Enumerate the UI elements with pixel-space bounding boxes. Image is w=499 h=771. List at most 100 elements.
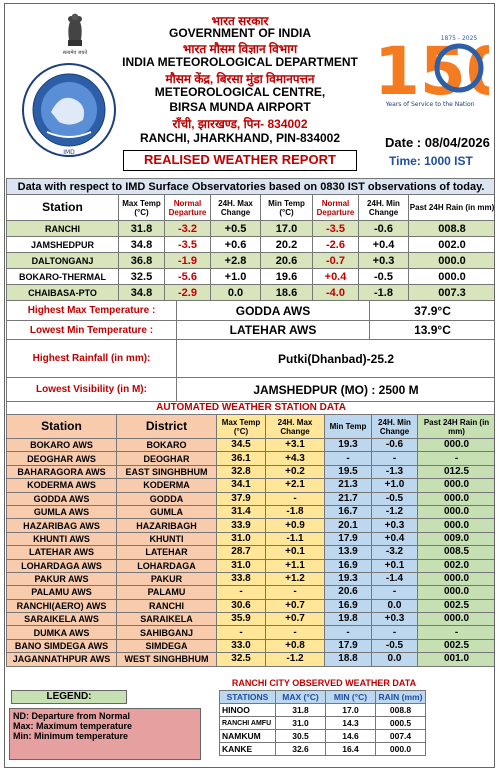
- aws-district: LATEHAR: [116, 545, 217, 560]
- aws-col-header-station: Station: [6, 414, 117, 439]
- aws-max-temp: 32.5: [216, 652, 266, 667]
- col-header-max-temp: Max Temp (°C): [118, 194, 165, 221]
- lowest-visibility-label: Lowest Visibility (in M):: [6, 377, 177, 402]
- svg-text:IMD: IMD: [63, 149, 75, 156]
- aws-min-change: +0.4: [371, 531, 418, 547]
- aws-max-temp: 37.9: [216, 491, 266, 506]
- aws-max-temp: 31.0: [216, 558, 266, 573]
- aws-station: KODERMA AWS: [6, 478, 117, 493]
- aws-max-change: +3.1: [265, 437, 325, 453]
- max-change: +1.0: [210, 268, 261, 285]
- city-rain: 000.0: [375, 742, 426, 756]
- table-row: LOHARDAGA AWS LOHARDAGA 31.0 +1.1 16.9 +0.1 00…: [6, 558, 494, 573]
- aws-district: LOHARDAGA: [116, 558, 217, 573]
- aws-max-change: +0.8: [265, 638, 325, 654]
- city-min: 14.3: [325, 716, 376, 730]
- highest-rain-value: Putki(Dhanbad)-25.2: [176, 339, 494, 378]
- table-row: KANKE 32.6 16.4 000.0: [219, 742, 426, 756]
- min-temp: 20.2: [260, 236, 313, 253]
- aws-station: KHUNTI AWS: [6, 531, 117, 547]
- emblem-caption: सत्यमेव जयते: [63, 49, 88, 56]
- aws-max-temp: 32.8: [216, 464, 266, 480]
- aws-rain: 000.0: [416, 478, 494, 493]
- city-station: KANKE: [219, 742, 276, 756]
- aws-min-temp: -: [324, 625, 372, 640]
- min-change: -1.8: [358, 284, 409, 301]
- city-max: 31.0: [275, 716, 326, 730]
- national-emblem-icon: सत्यमेव जयते: [63, 13, 88, 56]
- aws-min-change: -: [371, 625, 418, 640]
- aws-max-change: +1.2: [265, 571, 325, 587]
- city-max: 32.6: [275, 742, 326, 756]
- highest-max-label: Highest Max Temperature :: [6, 300, 177, 321]
- min-change: +0.4: [358, 236, 409, 253]
- lowest-visibility-value: JAMSHEDPUR (MO) : 2500 M: [176, 377, 494, 402]
- min-change: -0.6: [358, 220, 409, 237]
- aws-district: SAHIBGANJ: [116, 625, 217, 640]
- aws-min-temp: 13.9: [324, 545, 372, 560]
- extremes-table: Highest Max Temperature : GODDA AWS 37.9…: [6, 300, 494, 402]
- logo-150-years: 1875 - 2025: [441, 35, 478, 42]
- aws-district: SARAIKELA: [116, 612, 217, 627]
- table-row: BAHARAGORA AWS EAST SINGHBHUM 32.8 +0.2 19.5…: [6, 464, 494, 480]
- aws-rain: 008.5: [416, 545, 494, 560]
- aws-station: PALAMU AWS: [6, 585, 117, 600]
- government-title: GOVERNMENT OF INDIA: [168, 26, 311, 40]
- report-header: सत्यमेव जयते IMD 150 1875 - 2025 Years o…: [5, 4, 494, 157]
- hindi-city-title: राँची, झारखण्ड, पिन- 834002: [172, 117, 308, 131]
- aws-rain: 002.0: [416, 558, 494, 573]
- surface-observatory-table: Data with respect to IMD Surface Observa…: [5, 178, 494, 301]
- col-header-max-change: 24H. Max Change: [210, 194, 261, 221]
- aws-max-change: +0.7: [265, 598, 325, 614]
- city-max: 31.8: [275, 703, 326, 717]
- aws-max-change: -1.8: [265, 504, 325, 520]
- min-temp: 18.6: [260, 284, 313, 301]
- logo-150-text: 150: [374, 33, 489, 110]
- rain: 002.0: [407, 236, 494, 253]
- aws-rain: 012.5: [416, 464, 494, 480]
- aws-station: JAGANNATHPUR AWS: [6, 652, 117, 667]
- aws-max-temp: -: [216, 585, 266, 600]
- aws-max-change: -: [265, 491, 325, 506]
- aws-table-banner: AUTOMATED WEATHER STATION DATA: [5, 401, 494, 415]
- max-departure: -3.5: [164, 236, 211, 253]
- aws-max-temp: 34.1: [216, 478, 266, 493]
- city-rain: 008.8: [375, 703, 426, 717]
- imd-150-years-logo-icon: 150 1875 - 2025 Years of Service to the …: [371, 26, 489, 118]
- table-row: BANO SIMDEGA AWS SIMDEGA 33.0 +0.8 17.9 -0.5 0…: [6, 638, 494, 654]
- aws-min-temp: -: [324, 451, 372, 466]
- aws-min-change: 0.0: [371, 598, 418, 614]
- aws-rain: 002.5: [416, 638, 494, 654]
- col-header-rain: Past 24H Rain (in mm): [407, 194, 494, 221]
- lowest-min-label: Lowest Min Temperature :: [6, 320, 177, 340]
- col-header-station: Station: [6, 194, 119, 221]
- min-change: +0.3: [358, 252, 409, 269]
- aws-min-change: -1.4: [371, 571, 418, 587]
- city-max: 30.5: [275, 729, 326, 743]
- aws-station: GUMLA AWS: [6, 504, 117, 520]
- aws-col-header-min-change: 24H. Min Change: [371, 414, 418, 439]
- aws-min-change: -0.5: [371, 491, 418, 506]
- aws-min-change: -1.2: [371, 504, 418, 520]
- aws-district: KHUNTI: [116, 531, 217, 547]
- aws-max-change: +4.3: [265, 451, 325, 466]
- aws-rain: 000.0: [416, 491, 494, 506]
- aws-station: BAHARAGORA AWS: [6, 464, 117, 480]
- rain: 000.0: [407, 252, 494, 269]
- table-row: DEOGHAR AWS DEOGHAR 36.1 +4.3- - -: [6, 451, 494, 466]
- max-change: 0.0: [210, 284, 261, 301]
- table-row: NAMKUM 30.5 14.6 007.4: [219, 729, 426, 743]
- table-row: JAMSHEDPUR 34.8 -3.5 +0.6 20.2 -2.6 +0.4…: [6, 236, 494, 253]
- aws-max-change: -: [265, 585, 325, 600]
- table-row: PAKUR AWS PAKUR 33.8 +1.2 19.3 -1.4 000.0: [6, 571, 494, 587]
- rain: 007.3: [407, 284, 494, 301]
- table-row: RANCHI AMFU 31.0 14.3 000.5: [219, 716, 426, 730]
- city-col-header-max: MAX (°C): [275, 690, 326, 704]
- aws-max-change: -: [265, 625, 325, 640]
- aws-rain: 000.0: [416, 612, 494, 627]
- ranchi-city-table: STATIONS MAX (°C) MIN (°C) RAIN (mm) HIN…: [219, 690, 426, 756]
- aws-rain: 000.0: [416, 437, 494, 453]
- aws-station: SARAIKELA AWS: [6, 612, 117, 627]
- aws-district: DEOGHAR: [116, 451, 217, 466]
- min-temp: 19.6: [260, 268, 313, 285]
